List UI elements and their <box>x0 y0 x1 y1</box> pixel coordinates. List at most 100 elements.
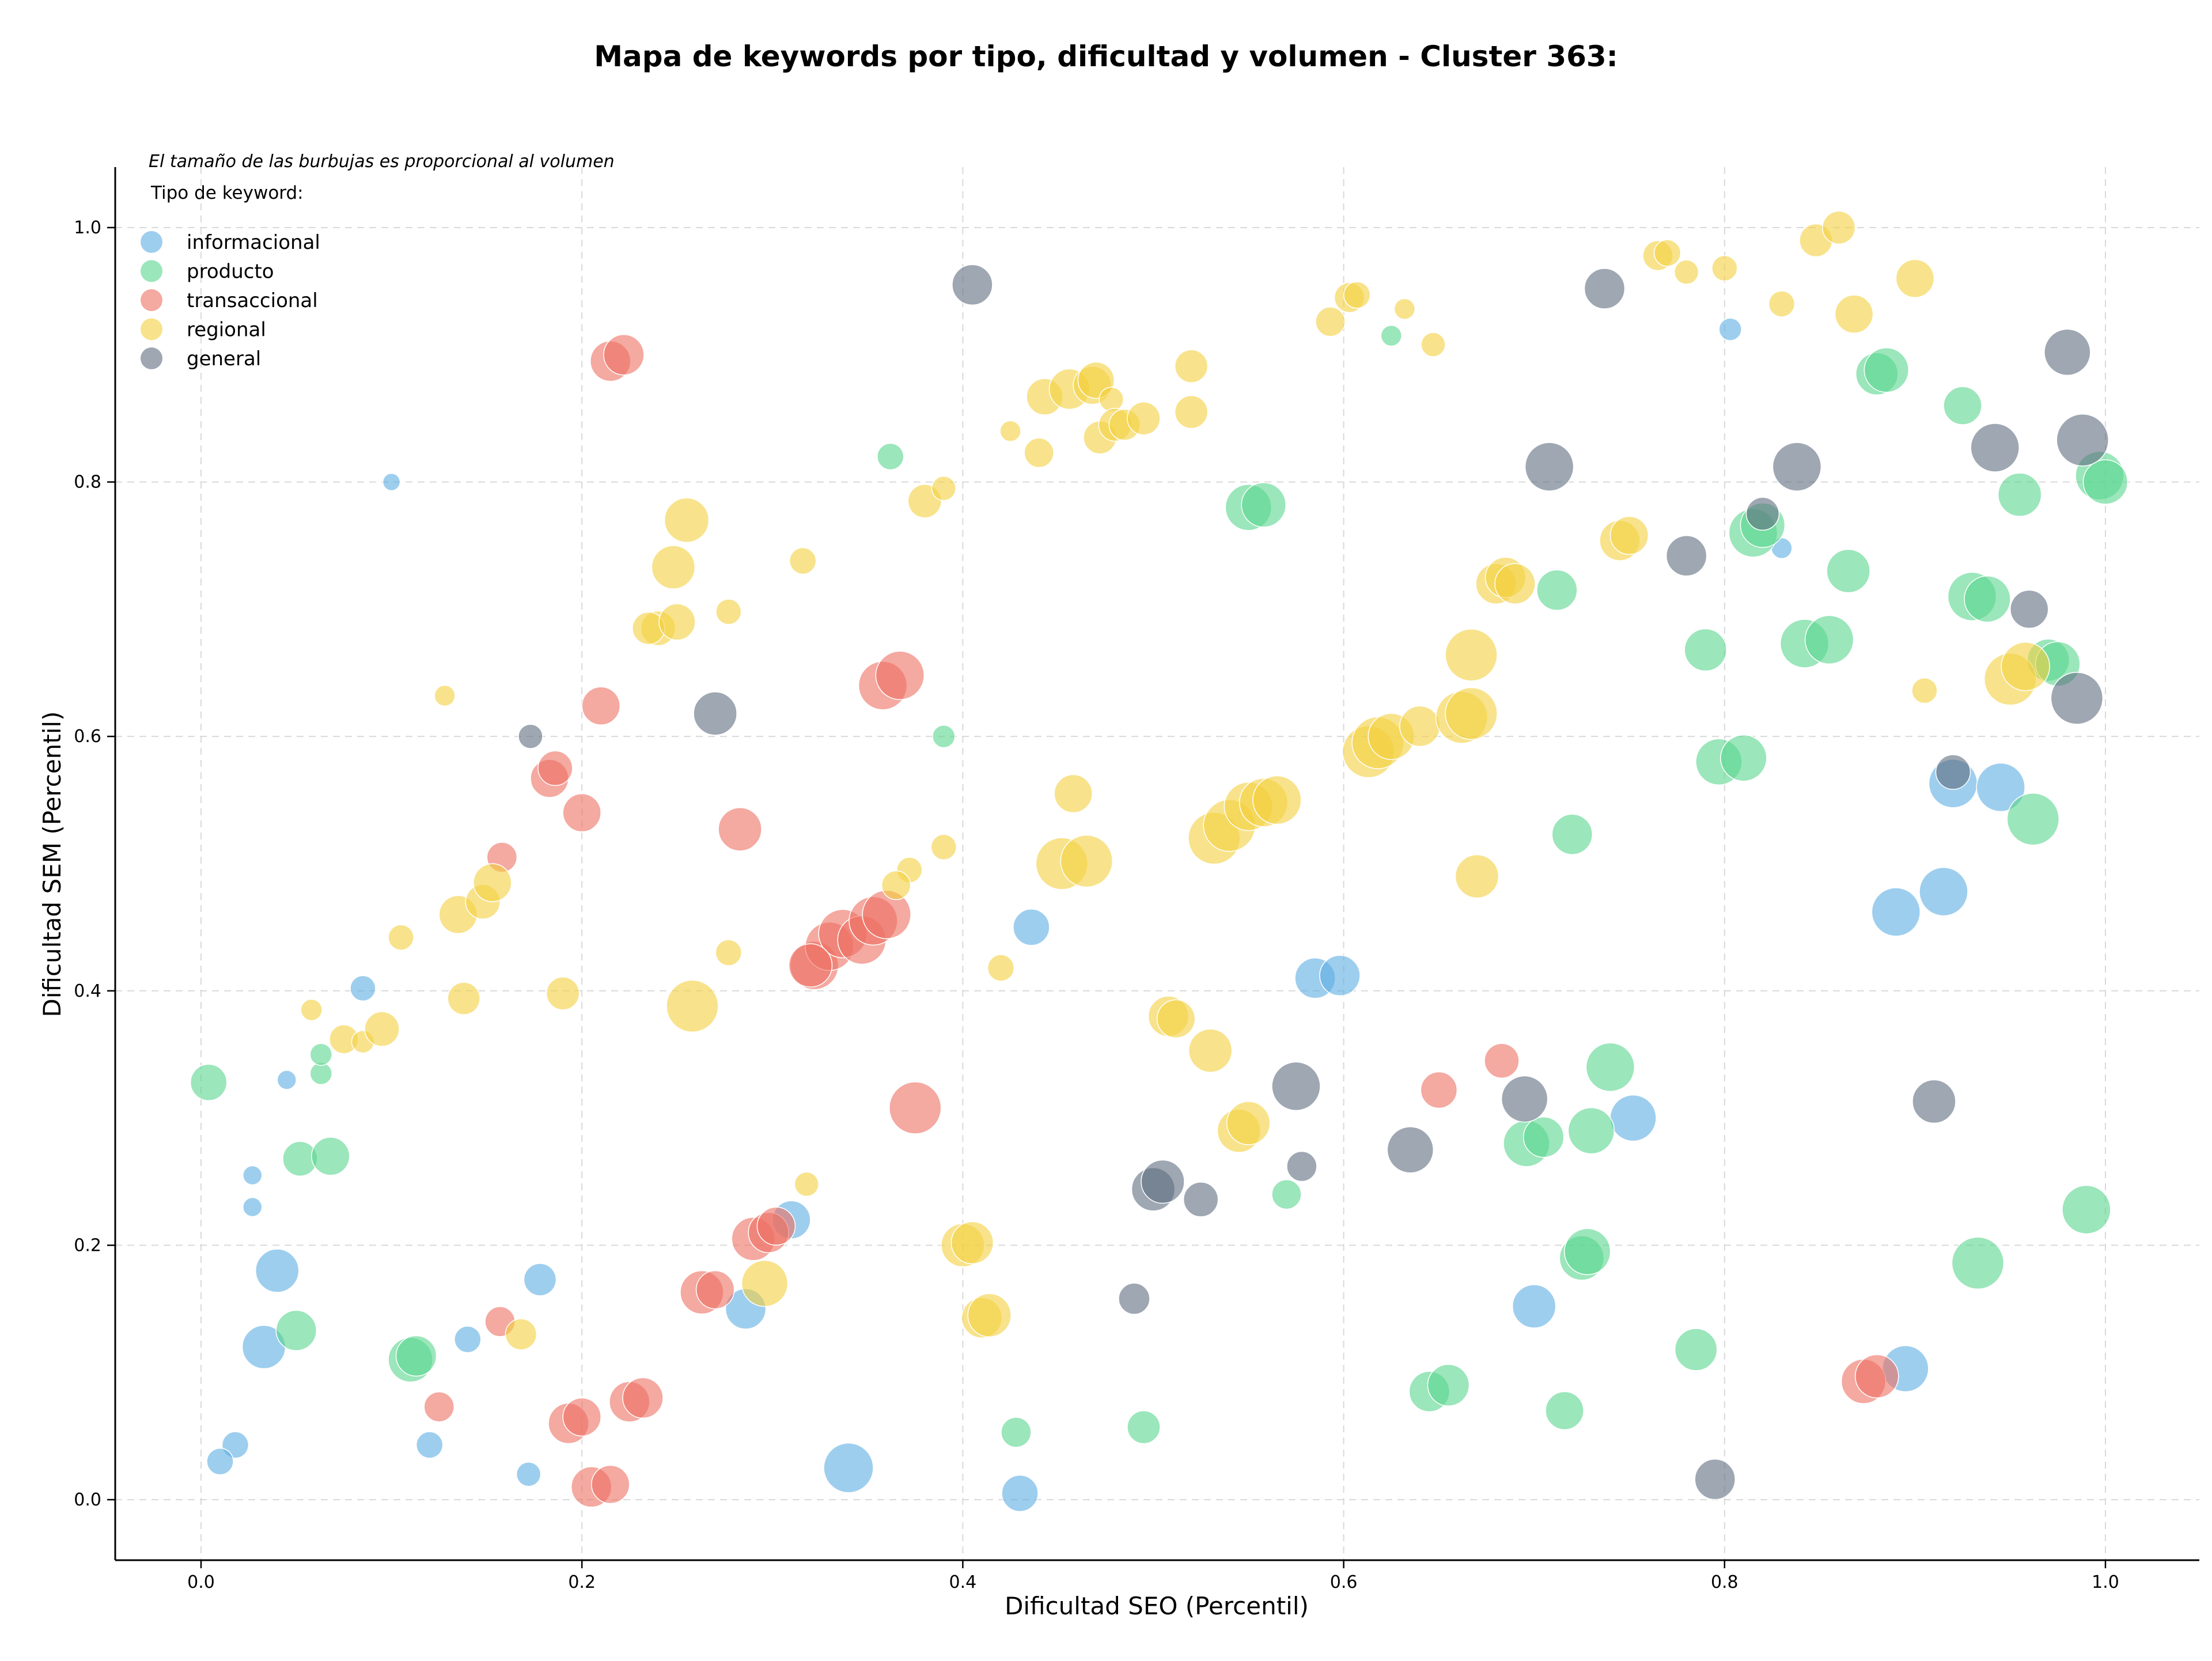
bubble-regional <box>1024 437 1054 468</box>
bubble-producto <box>1684 628 1727 672</box>
bubble-informacional <box>516 1462 541 1487</box>
legend-marker-producto <box>141 260 162 282</box>
bubble-regional <box>1711 255 1738 282</box>
bubble-regional <box>447 982 480 1015</box>
legend-marker-informacional <box>141 231 162 253</box>
bubble-general <box>1501 1075 1548 1123</box>
bubble-regional <box>1174 395 1209 429</box>
bubble-informacional <box>1976 762 2025 812</box>
y-tick-label: 0.2 <box>74 1235 101 1255</box>
bubble-general <box>1772 442 1822 491</box>
bubble-producto <box>1522 1116 1565 1158</box>
bubble-general <box>518 724 543 749</box>
bubble-regional <box>300 998 323 1021</box>
bubble-producto <box>1271 1179 1302 1210</box>
bubble-regional <box>1653 239 1681 267</box>
bubble-producto <box>1964 575 2011 623</box>
bubble-producto <box>1001 1417 1032 1448</box>
bubble-producto <box>1943 386 1982 425</box>
bubble-transaccional <box>1855 1354 1899 1399</box>
bubble-general <box>2044 328 2091 376</box>
bubble-regional <box>388 924 414 951</box>
y-tick-label: 0.6 <box>74 727 101 747</box>
bubble-transaccional <box>591 1465 630 1504</box>
legend-label-producto: producto <box>187 260 274 283</box>
y-tick-label: 0.4 <box>74 981 101 1001</box>
grid-lines <box>115 167 2199 1560</box>
bubble-regional <box>666 979 719 1033</box>
bubble-transaccional <box>603 334 645 376</box>
axis-ticks: 0.0 0.2 0.4 0.6 0.8 1.0 0.0 0.2 0.4 0.6 0.8 1.0 <box>74 218 2119 1592</box>
bubble-general <box>1694 1458 1736 1500</box>
bubble-producto <box>1674 1328 1718 1371</box>
bubble-regional <box>1252 775 1302 825</box>
bubble-producto <box>1997 472 2042 517</box>
bubble-transaccional <box>581 686 621 725</box>
x-tick-label: 0.2 <box>568 1572 596 1592</box>
bubble-regional <box>1393 298 1416 320</box>
legend-label-general: general <box>187 347 261 370</box>
bubble-producto <box>2062 1185 2111 1235</box>
bubble-regional <box>950 1221 994 1265</box>
bubble-producto <box>1564 1228 1611 1276</box>
bubble-regional <box>987 954 1015 982</box>
bubble-general <box>693 691 737 736</box>
bubble-regional <box>1768 290 1796 317</box>
x-tick-label: 0.8 <box>1711 1572 1738 1592</box>
x-tick-label: 0.6 <box>1330 1572 1358 1592</box>
bubble-regional <box>741 1259 789 1307</box>
bubble-general <box>952 264 993 306</box>
bubble-producto <box>309 1043 333 1066</box>
bubble-informacional <box>1512 1284 1556 1329</box>
bubble-regional <box>1315 307 1346 337</box>
bubble-producto <box>311 1137 350 1176</box>
bubble-regional <box>364 1011 400 1047</box>
bubble-informacional <box>1013 909 1050 946</box>
bubble-general <box>2010 589 2049 629</box>
bubble-producto <box>932 724 956 748</box>
x-tick-label: 1.0 <box>2092 1572 2119 1592</box>
bubble-informacional <box>243 1165 263 1186</box>
legend-marker-general <box>141 347 162 369</box>
bubble-informacional <box>350 975 376 1002</box>
bubble-informacional <box>415 1431 444 1459</box>
bubble-regional <box>1226 1101 1271 1145</box>
bubble-regional <box>1054 774 1093 814</box>
bubble-general <box>2056 413 2109 467</box>
bubble-regional <box>1060 834 1113 888</box>
bubble-producto <box>1380 324 1402 347</box>
bubble-producto <box>275 1310 317 1352</box>
bubble-general <box>1665 535 1707 577</box>
bubble-transaccional <box>537 750 573 786</box>
x-axis-label: Dificultad SEO (Percentil) <box>1005 1592 1309 1620</box>
bubble-transaccional <box>622 1377 664 1419</box>
bubble-producto <box>2006 792 2060 846</box>
bubble-regional <box>930 834 957 861</box>
legend-label-regional: regional <box>187 319 266 342</box>
bubble-informacional <box>243 1197 263 1217</box>
bubble-regional <box>1343 281 1371 309</box>
bubble-general <box>1745 497 1780 531</box>
bubble-informacional <box>1319 955 1361 997</box>
bubble-regional <box>881 870 911 901</box>
bubble-producto <box>190 1064 228 1102</box>
bubble-producto <box>1567 1107 1615 1155</box>
bubble-producto <box>1536 569 1578 611</box>
bubble-informacional <box>255 1248 300 1293</box>
bubble-regional <box>1895 259 1935 298</box>
bubble-producto <box>1951 1236 2005 1290</box>
x-tick-label: 0.0 <box>187 1572 215 1592</box>
bubble-producto <box>1826 548 1870 593</box>
bubble-producto <box>877 442 904 471</box>
bubble-informacional <box>1609 1094 1657 1142</box>
bubble-regional <box>1099 387 1124 412</box>
bubble-transaccional <box>423 1391 454 1422</box>
bubble-regional <box>1445 687 1498 740</box>
bubble-producto <box>1863 347 1910 393</box>
bubble-informacional <box>454 1326 482 1353</box>
y-tick-label: 0.8 <box>74 472 101 493</box>
x-tick-label: 0.4 <box>949 1572 977 1592</box>
legend-marker-transaccional <box>141 289 162 311</box>
y-tick-label: 1.0 <box>74 218 101 238</box>
y-tick-label: 0.0 <box>74 1490 101 1510</box>
